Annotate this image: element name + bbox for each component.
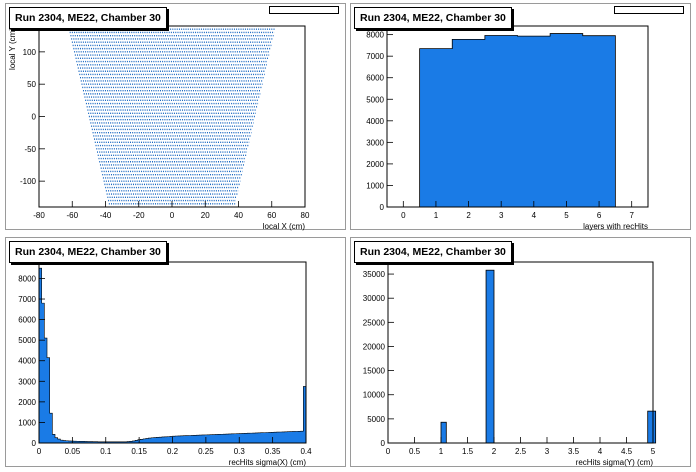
histogram-bar: [440, 421, 447, 444]
x-tick-label: 4: [532, 211, 537, 220]
x-tick-label: 0: [401, 211, 406, 220]
y-tick-label: 0: [32, 439, 37, 448]
y-tick-label: 20000: [363, 342, 386, 351]
y-tick-label: 8000: [18, 274, 36, 283]
pad-sigma-y: 0 0.5 1 1.5 2 2.5 3 3.5 4 4.5 5 0 5000 10000 15000 2000…: [350, 237, 691, 467]
x-tick-label: -80: [33, 211, 45, 220]
x-tick-label: 20: [201, 211, 210, 220]
y-tick-label: -100: [20, 177, 37, 186]
pad-local-xy: -80 -60 -40 -20 0 20 40 60 80 -100 -50 0 50 100 local …: [5, 3, 346, 231]
x-axis-label: layers with recHits: [583, 222, 648, 231]
x-tick-label: 1: [439, 447, 444, 456]
plot-sigma-x: 0 0.05 0.1 0.15 0.2 0.25 0.3 0.35 0.4 0 1000 2000 30…: [18, 261, 312, 467]
plot-local-xy: -80 -60 -40 -20 0 20 40 60 80 -100 -50 0 50 100 local …: [8, 25, 310, 231]
y-tick-label: 7000: [18, 295, 36, 304]
y-tick-label: 0: [380, 203, 385, 212]
x-axis-label: local X (cm): [263, 222, 306, 231]
x-tick-label: 60: [267, 211, 276, 220]
y-tick-label: 5000: [18, 336, 36, 345]
plot-title: Run 2304, ME22, Chamber 30: [354, 241, 512, 263]
x-tick-label: 0.2: [167, 447, 179, 456]
y-tick-label: 4000: [18, 357, 36, 366]
x-tick-label: 3: [545, 447, 550, 456]
x-tick-label: 0.4: [300, 447, 312, 456]
y-tick-label: 6000: [18, 316, 36, 325]
y-tick-label: 0: [381, 439, 386, 448]
x-tick-label: 1.5: [462, 447, 474, 456]
x-tick-label: 3: [499, 211, 504, 220]
x-tick-label: 0.15: [131, 447, 147, 456]
plot-title: Run 2304, ME22, Chamber 30: [354, 7, 512, 29]
x-tick-label: 0.25: [198, 447, 214, 456]
histogram-fill: [38, 267, 307, 444]
y-tick-label: 2000: [18, 398, 36, 407]
y-tick-label: 7000: [366, 52, 384, 61]
plot-frame: [387, 261, 654, 444]
pad-sigma-x: 0 0.05 0.1 0.15 0.2 0.25 0.3 0.35 0.4 0 1000 2000 30…: [5, 237, 346, 467]
y-tick-label: 8000: [366, 31, 384, 40]
x-tick-label: 0: [386, 447, 391, 456]
x-tick-label: 5: [651, 447, 656, 456]
x-tick-label: 7: [629, 211, 634, 220]
x-tick-label: 2: [466, 211, 471, 220]
plot-sigma-y: 0 0.5 1 1.5 2 2.5 3 3.5 4 4.5 5 0 5000 10000 15000 2000…: [363, 261, 657, 467]
y-tick-label: 25000: [363, 318, 386, 327]
y-tick-label: 2000: [366, 160, 384, 169]
x-tick-label: 0.05: [65, 447, 81, 456]
y-tick-label: 5000: [366, 95, 384, 104]
y-tick-label: 35000: [363, 270, 386, 279]
histogram-bar: [647, 410, 657, 444]
y-tick-label: 50: [27, 80, 36, 89]
plot-layers: 0 1 2 3 4 5 6 7 0 1000 2000 3000 4000 5000 6000 7000 800…: [366, 25, 649, 231]
plot-frame: [38, 261, 307, 444]
y-tick-label: 15000: [363, 367, 386, 376]
x-tick-label: 3.5: [568, 447, 580, 456]
x-tick-label: 5: [564, 211, 569, 220]
x-tick-label: 0.3: [234, 447, 246, 456]
y-tick-label: 10000: [363, 391, 386, 400]
pad-layers: 0 1 2 3 4 5 6 7 0 1000 2000 3000 4000 5000 6000 7000 800…: [350, 3, 691, 231]
x-tick-label: 40: [234, 211, 243, 220]
y-tick-label: -50: [24, 145, 36, 154]
y-tick-label: 0: [32, 113, 37, 122]
x-tick-label: 0.1: [100, 447, 112, 456]
x-tick-label: 2.5: [515, 447, 527, 456]
y-tick-label: 1000: [18, 418, 36, 427]
y-tick-label: 100: [23, 48, 37, 57]
x-tick-label: 4.5: [621, 447, 633, 456]
x-tick-label: 6: [597, 211, 602, 220]
y-axis-label: local Y (cm): [8, 28, 17, 70]
x-tick-label: -60: [66, 211, 78, 220]
y-tick-label: 1000: [366, 181, 384, 190]
hit-points: [68, 28, 276, 205]
x-axis-label: recHits sigma(X) (cm): [229, 458, 307, 467]
x-tick-label: 4: [598, 447, 603, 456]
x-tick-label: -40: [100, 211, 112, 220]
plot-frame: [38, 25, 306, 208]
histogram-fill: [419, 33, 616, 208]
x-tick-label: 0: [170, 211, 175, 220]
y-tick-label: 3000: [366, 138, 384, 147]
x-tick-label: 2: [492, 447, 497, 456]
y-tick-label: 3000: [18, 377, 36, 386]
histogram-bar: [485, 269, 495, 444]
x-axis-label: recHits sigma(Y) (cm): [576, 458, 654, 467]
stats-box: [614, 6, 684, 14]
plot-title: Run 2304, ME22, Chamber 30: [9, 241, 167, 263]
x-tick-label: -20: [133, 211, 145, 220]
plot-title: Run 2304, ME22, Chamber 30: [9, 7, 167, 29]
x-tick-label: 0.5: [409, 447, 421, 456]
x-tick-label: 1: [434, 211, 439, 220]
y-tick-label: 30000: [363, 294, 386, 303]
y-tick-label: 5000: [367, 415, 385, 424]
stats-box: [269, 6, 339, 14]
plot-frame: [386, 25, 649, 208]
x-tick-label: 0.35: [265, 447, 281, 456]
x-tick-label: 0: [37, 447, 42, 456]
y-tick-label: 6000: [366, 74, 384, 83]
x-tick-label: 80: [301, 211, 310, 220]
y-tick-label: 4000: [366, 117, 384, 126]
